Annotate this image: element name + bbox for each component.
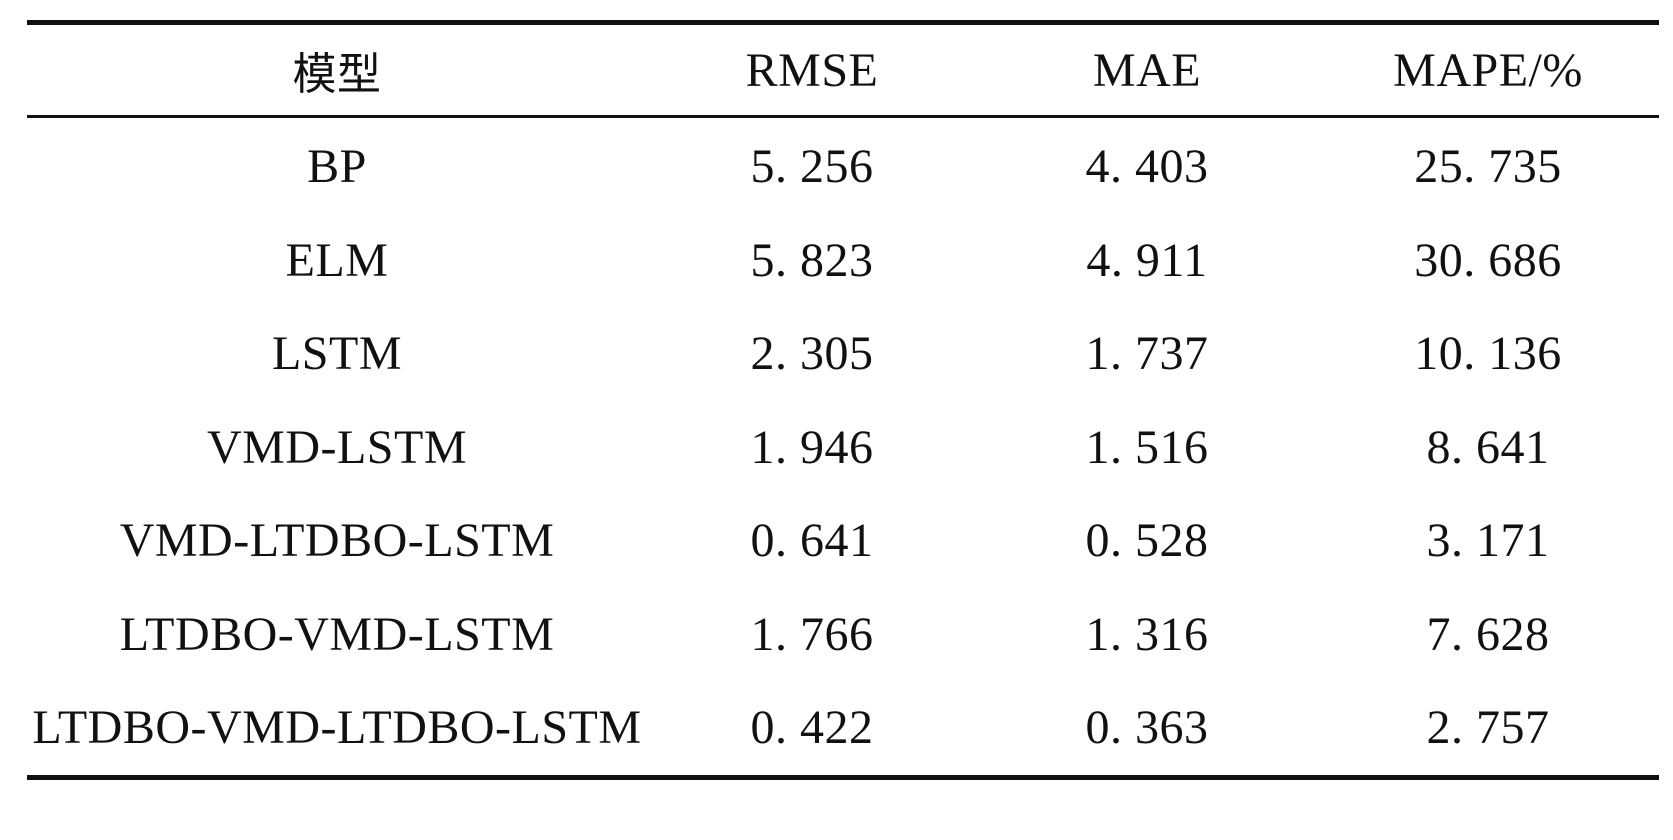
rmse-cell: 1. 766 [750,607,874,661]
header-rmse: RMSE [745,43,879,97]
mape-cell: 2. 757 [1426,701,1550,755]
mape-cell: 8. 641 [1426,420,1550,474]
table-row: LSTM 2. 305 1. 737 10. 136 [27,307,1659,401]
header-row: 模型 RMSE MAE MAPE/% [27,25,1659,115]
header-mae: MAE [1092,43,1202,97]
rmse-cell: 1. 946 [750,420,874,474]
mae-cell: 0. 363 [1085,701,1209,755]
bottom-rule [27,774,1659,780]
mae-cell: 1. 516 [1085,420,1209,474]
mae-cell: 4. 911 [1086,233,1208,287]
mape-cell: 25. 735 [1414,140,1562,194]
header-model: 模型 [292,49,382,100]
model-cell: ELM [285,233,389,287]
model-cell: LTDBO-VMD-LTDBO-LSTM [32,701,642,755]
top-rule [27,20,1659,25]
mape-cell: 3. 171 [1426,514,1550,568]
table-row: BP 5. 256 4. 403 25. 735 [27,118,1659,214]
mae-cell: 0. 528 [1085,514,1209,568]
rmse-cell: 0. 422 [750,701,874,755]
header-mape: MAPE/% [1393,43,1583,97]
mape-cell: 10. 136 [1414,327,1562,381]
mae-cell: 1. 737 [1085,327,1209,381]
model-cell: LTDBO-VMD-LSTM [119,607,555,661]
table-row: ELM 5. 823 4. 911 30. 686 [27,214,1659,308]
mae-cell: 1. 316 [1085,607,1209,661]
rmse-cell: 5. 823 [750,233,874,287]
results-table-body: BP 5. 256 4. 403 25. 735 ELM 5. 823 4. 9… [27,118,1659,775]
mape-cell: 7. 628 [1426,607,1550,661]
rmse-cell: 5. 256 [750,140,874,194]
header-rule [27,115,1659,118]
mape-cell: 30. 686 [1414,233,1562,287]
model-cell: LSTM [271,327,402,381]
rmse-cell: 0. 641 [750,514,874,568]
model-cell: VMD-LSTM [206,420,467,474]
table-row: LTDBO-VMD-LTDBO-LSTM 0. 422 0. 363 2. 75… [27,681,1659,775]
mae-cell: 4. 403 [1085,140,1209,194]
rmse-cell: 2. 305 [750,327,874,381]
results-table-container: 模型 RMSE MAE MAPE/% BP 5. 256 4. 403 25. … [27,0,1659,780]
model-cell: BP [307,140,367,194]
results-table: 模型 RMSE MAE MAPE/% [27,25,1659,115]
model-cell: VMD-LTDBO-LSTM [119,514,555,568]
table-row: LTDBO-VMD-LSTM 1. 766 1. 316 7. 628 [27,588,1659,682]
table-row: VMD-LTDBO-LSTM 0. 641 0. 528 3. 171 [27,494,1659,588]
table-row: VMD-LSTM 1. 946 1. 516 8. 641 [27,401,1659,495]
